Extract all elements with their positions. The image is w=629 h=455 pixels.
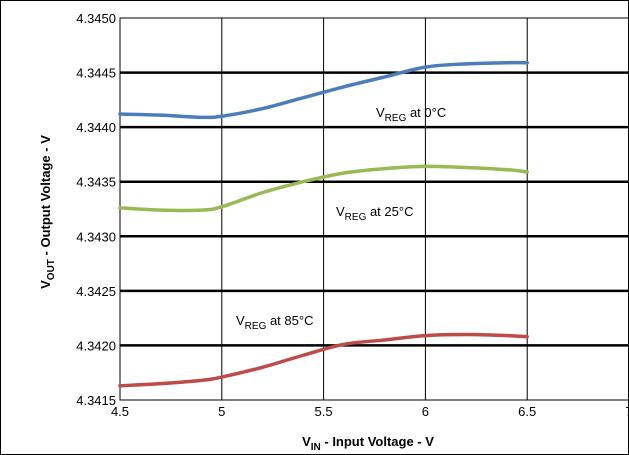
- series-label-25c: VREG at 25°C: [336, 204, 413, 223]
- series-line-0: [118, 60, 529, 120]
- x-tick-label: 5.5: [315, 404, 333, 419]
- series-line-1: [118, 164, 529, 213]
- x-axis-title: VIN - Input Voltage - V: [302, 434, 434, 453]
- series-label-85c: VREG at 85°C: [236, 313, 313, 332]
- series-line-2: [118, 332, 529, 388]
- x-tick-label: 4.5: [111, 404, 129, 419]
- y-tick-label: 4.3450: [76, 11, 116, 26]
- series-label-0c: VREG at 0°C: [376, 105, 446, 124]
- y-axis-title: VOUT - Output Voltage - V: [38, 135, 57, 289]
- x-tick-label: 5: [218, 404, 225, 419]
- y-tick-label: 4.3425: [76, 284, 116, 299]
- y-tick-label: 4.3415: [76, 393, 116, 408]
- series-lines: [118, 60, 529, 388]
- x-tick-label: 7: [625, 404, 629, 419]
- horizontal-gridlines: [120, 71, 629, 347]
- x-tick-labels: 4.5 5 5.5 6 6.5 7: [111, 404, 629, 419]
- y-tick-labels: 4.3415 4.3420 4.3425 4.3430 4.3435 4.3440 4.34…: [76, 11, 116, 408]
- x-tick-label: 6.5: [518, 404, 536, 419]
- y-tick-label: 4.3440: [76, 120, 116, 135]
- x-tick-label: 6: [422, 404, 429, 419]
- y-tick-label: 4.3445: [76, 66, 116, 81]
- y-tick-label: 4.3435: [76, 175, 116, 190]
- y-tick-label: 4.3420: [76, 338, 116, 353]
- y-tick-label: 4.3430: [76, 229, 116, 244]
